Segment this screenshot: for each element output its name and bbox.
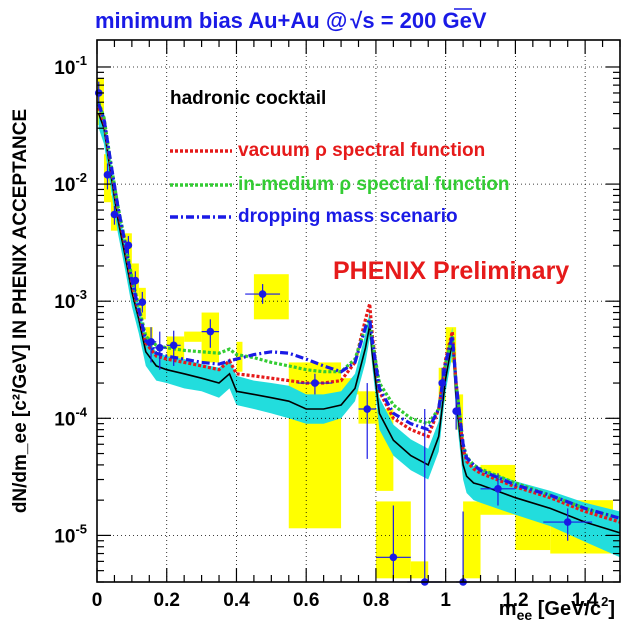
x-tick-label: 1.2: [502, 590, 528, 611]
data-point: [110, 210, 119, 219]
legend-title: hadronic cocktail: [170, 88, 326, 109]
data-point: [563, 518, 572, 526]
model-curve-3: [97, 103, 621, 520]
model-curve-0: [97, 113, 621, 534]
data-point: [206, 327, 215, 336]
data-point: [494, 484, 502, 493]
x-axis-label: mee [GeV/c2]: [499, 594, 615, 623]
x-tick-label: 0.4: [223, 590, 250, 611]
preliminary-annotation: PHENIX Preliminary: [333, 257, 569, 285]
model-curve-1: [97, 107, 621, 524]
y-tick-label: 10-2: [54, 170, 87, 196]
data-point: [147, 338, 155, 346]
systematic-error-box: [184, 331, 202, 342]
data-point: [155, 343, 164, 352]
legend-label-2: dropping mass scenario: [238, 206, 458, 227]
data-point: [452, 407, 460, 415]
x-tick-label: 1.4: [572, 590, 599, 611]
x-tick-label: 0.8: [363, 590, 389, 611]
x-tick-label: 0.2: [154, 590, 180, 611]
y-axis-label: dN/dm_ee [c²/GeV] IN PHENIX ACCEPTANCE: [10, 109, 31, 513]
systematic-error-box: [253, 274, 289, 320]
x-tick-label: 1: [440, 590, 451, 611]
systematic-error-box: [97, 78, 104, 125]
chart-title: minimum bias Au+Au @ √s = 200 GeV: [95, 8, 487, 33]
systematic-error-box: [463, 501, 481, 579]
y-tick-label: 10-5: [54, 521, 87, 547]
data-point: [258, 290, 267, 298]
data-point: [363, 405, 372, 413]
data-point: [138, 298, 147, 307]
x-tick-label: 0: [92, 590, 103, 611]
y-tick-label: 10-3: [54, 287, 87, 313]
data-point: [124, 241, 133, 250]
data-point: [389, 553, 398, 562]
data-point: [438, 379, 446, 387]
data-point: [169, 341, 178, 350]
model-curve-2: [97, 101, 621, 520]
cocktail-systematic-band: [98, 100, 620, 558]
x-tick-label: 0.6: [293, 590, 319, 611]
systematic-error-box: [410, 561, 429, 579]
legend-label-1: in-medium ρ spectral function: [238, 174, 509, 195]
y-tick-label: 10-4: [54, 404, 87, 430]
y-tick-label: 10-1: [54, 53, 87, 79]
data-point: [103, 171, 112, 179]
legend-label-0: vacuum ρ spectral function: [238, 140, 485, 161]
data-point: [311, 379, 319, 387]
data-point: [131, 276, 140, 285]
